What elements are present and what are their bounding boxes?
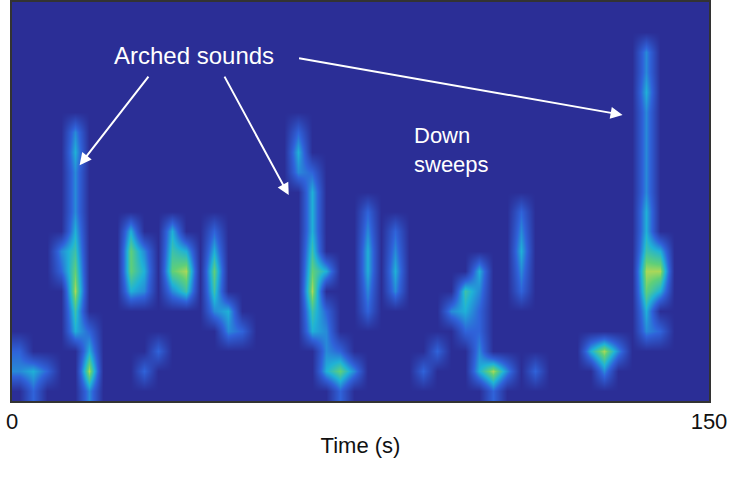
svg-text:150: 150 <box>691 409 728 434</box>
svg-text:0: 0 <box>6 409 18 434</box>
svg-text:Time (s): Time (s) <box>321 433 401 458</box>
svg-text:Downsweeps: Downsweeps <box>414 123 489 177</box>
svg-text:Arched sounds: Arched sounds <box>114 42 274 69</box>
